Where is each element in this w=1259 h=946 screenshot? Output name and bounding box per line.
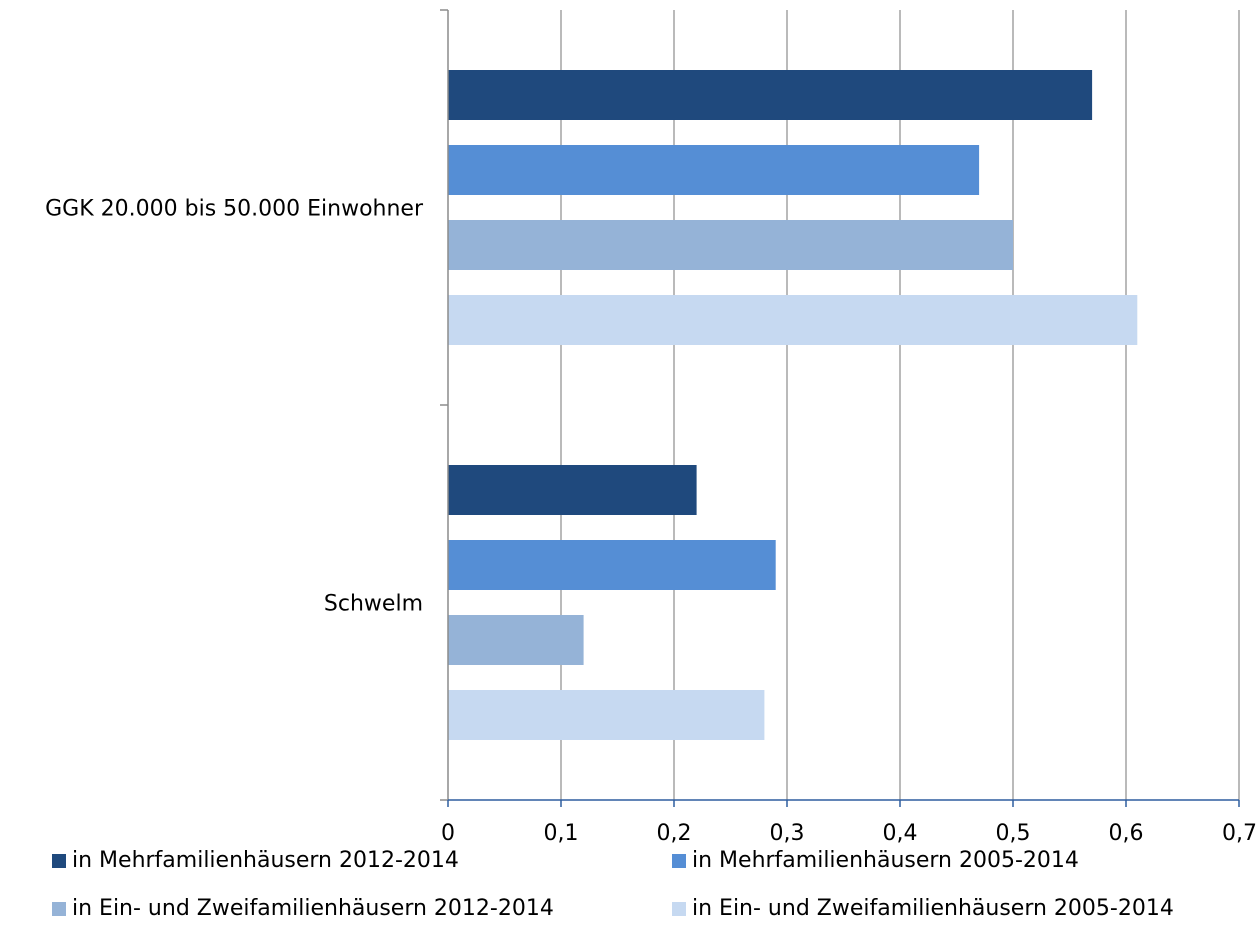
bar — [448, 70, 1093, 120]
x-tick-label: 0,4 — [883, 821, 918, 846]
bar — [448, 540, 776, 590]
x-tick-label: 0,1 — [544, 821, 579, 846]
category-label: GGK 20.000 bis 50.000 Einwohner — [45, 197, 424, 222]
category-labels: GGK 20.000 bis 50.000 Einwohner Schwelm — [45, 197, 424, 617]
bar — [448, 145, 980, 195]
x-tick-label: 0,2 — [657, 821, 692, 846]
category-label: Schwelm — [324, 592, 423, 617]
bars — [448, 70, 1138, 740]
x-tick-labels: 0 0,1 0,2 0,3 0,4 0,5 0,6 0,7 — [441, 821, 1257, 846]
bar — [448, 615, 584, 665]
bar — [448, 690, 765, 740]
bar — [448, 465, 697, 515]
x-tick-label: 0,7 — [1222, 821, 1257, 846]
bar — [448, 220, 1013, 270]
axes — [440, 9, 1240, 807]
x-tick-label: 0,5 — [996, 821, 1031, 846]
bar — [448, 295, 1138, 345]
x-tick-label: 0,3 — [770, 821, 805, 846]
grid-lines — [560, 10, 1240, 800]
x-tick-label: 0,6 — [1109, 821, 1144, 846]
x-tick-label: 0 — [441, 821, 455, 846]
